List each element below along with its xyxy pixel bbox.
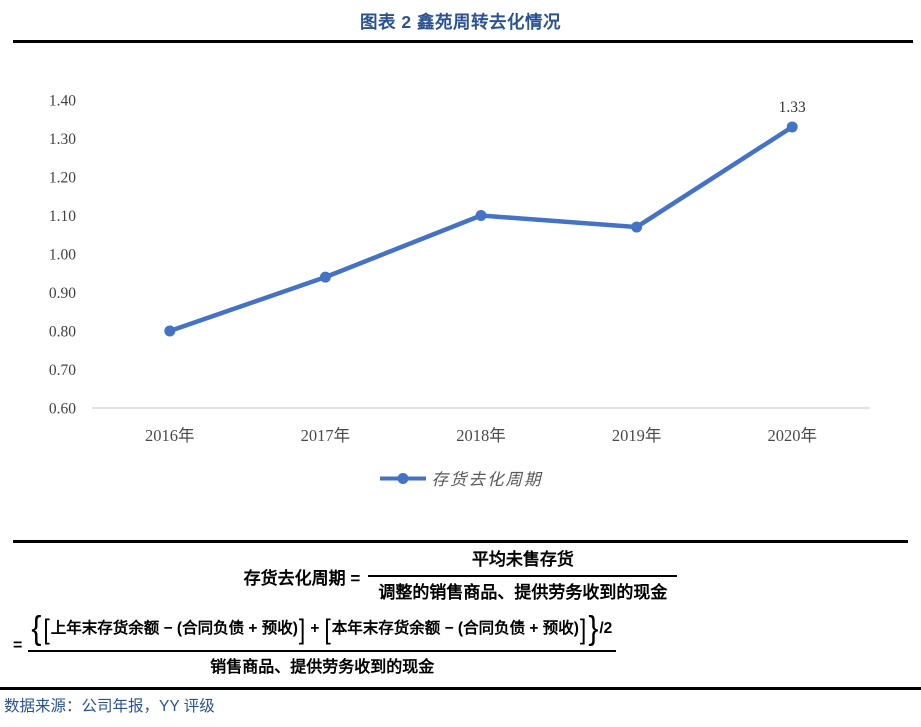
formula2-numerator: { [ 上年末存货余额 − (合同负债 + 预收) ] + [ 本年末存货余额 … (28, 609, 617, 652)
data-point-marker (786, 121, 798, 133)
open-brace: { (31, 609, 42, 647)
formula2-denominator: 销售商品、提供劳务收到的现金 (210, 659, 435, 676)
data-source: 数据来源：公司年报，YY 评级 (4, 698, 215, 715)
close-brace: } (588, 609, 599, 647)
formula-line-2: = { [ 上年末存货余额 − (合同负债 + 预收) ] + [ 本年末存货余… (13, 609, 617, 680)
x-axis-label: 2017年 (301, 426, 351, 445)
y-tick-label: 0.80 (49, 324, 76, 341)
formula1-denominator: 调整的销售商品、提供劳务收到的现金 (368, 575, 678, 604)
chart-title: 图表 2 鑫苑周转去化情况 (360, 12, 561, 32)
y-tick-label: 1.10 (49, 208, 76, 225)
open-bracket-1: [ (43, 613, 50, 645)
y-tick-label: 1.30 (49, 131, 76, 148)
data-point-marker (319, 271, 331, 283)
footer-divider (0, 687, 921, 690)
data-point-marker (631, 221, 643, 233)
y-tick-label: 1.00 (49, 247, 76, 264)
y-tick-label: 0.90 (49, 285, 76, 302)
formula2-divisor: /2 (599, 620, 613, 637)
data-point-marker (164, 325, 176, 337)
formula1-lhs: 存货去化周期 = (243, 569, 361, 588)
line-chart: 1.40 1.30 1.20 1.10 1.00 0.90 0.80 0.70 0.60 2016… (49, 93, 870, 445)
data-point-label: 1.33 (779, 99, 806, 116)
title-underline (13, 40, 913, 43)
formula2-term-1: 上年末存货余额 − (合同负债 + 预收) (50, 620, 298, 637)
legend-label: 存货去化周期 (431, 470, 543, 489)
formula2-fraction: { [ 上年末存货余额 − (合同负债 + 预收) ] + [ 本年末存货余额 … (28, 609, 617, 680)
y-tick-label: 0.70 (49, 362, 76, 379)
section-divider (13, 540, 908, 543)
formula2-equals: = (13, 637, 23, 654)
y-tick-label: 0.60 (49, 401, 76, 418)
formula1-fraction: 平均未售存货 调整的销售商品、提供劳务收到的现金 (368, 549, 678, 604)
x-axis-label: 2020年 (767, 426, 817, 445)
plus-operator: + (310, 620, 320, 637)
chart-legend: 存货去化周期 (0, 466, 921, 490)
data-point-marker (475, 210, 487, 221)
y-tick-label: 1.20 (49, 170, 76, 187)
formula-line-1: 存货去化周期 = 平均未售存货 调整的销售商品、提供劳务收到的现金 (0, 549, 921, 604)
formula1-numerator: 平均未售存货 (471, 550, 574, 569)
x-axis-label: 2018年 (456, 426, 506, 445)
close-bracket-1: ] (298, 613, 306, 645)
legend-marker-icon (379, 472, 426, 484)
x-axis-label: 2019年 (612, 426, 662, 445)
x-axis-label: 2016年 (145, 426, 195, 445)
y-tick-label: 1.40 (49, 93, 76, 110)
close-bracket-2: ] (579, 613, 587, 645)
open-bracket-2: [ (324, 613, 331, 645)
series-line (167, 124, 795, 334)
formula2-term-2: 本年末存货余额 − (合同负债 + 预收) (331, 620, 579, 637)
